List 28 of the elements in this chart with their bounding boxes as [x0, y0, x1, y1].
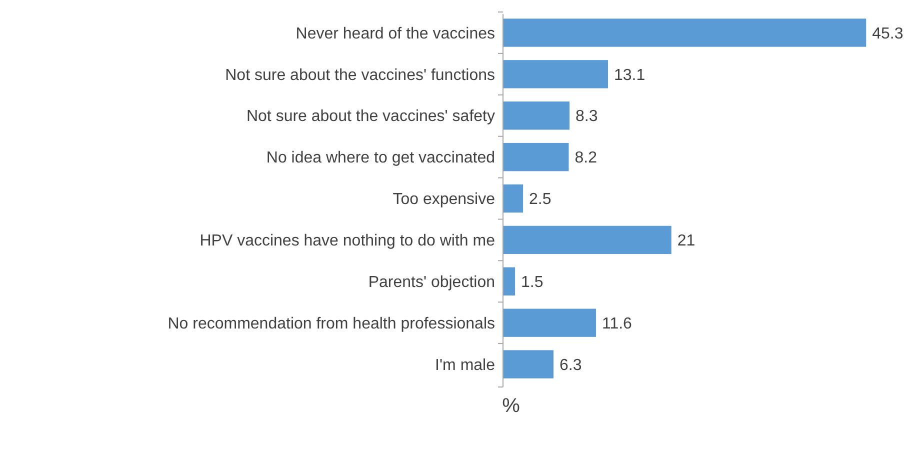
- y-tick-label: Parents' objection: [368, 274, 495, 291]
- bar: [503, 18, 866, 47]
- y-tick-label: Never heard of the vaccines: [296, 25, 495, 42]
- data-label: 11.6: [602, 315, 632, 332]
- data-label: 45.3: [872, 25, 904, 42]
- bar: [503, 308, 596, 337]
- y-tick-label: No idea where to get vaccinated: [266, 150, 495, 167]
- data-label: 8.3: [576, 108, 598, 126]
- bar: [503, 226, 672, 254]
- data-label: 8.2: [574, 150, 598, 167]
- bar: [503, 267, 516, 296]
- y-tick-label: I'm male: [435, 356, 496, 374]
- bar: [503, 184, 524, 213]
- y-tick-label: Not sure about the vaccines' safety: [246, 108, 495, 126]
- y-tick-label: HPV vaccines have nothing to do with me: [200, 232, 496, 250]
- bar: [503, 102, 570, 130]
- data-label: 6.3: [560, 356, 582, 374]
- x-axis-title: %: [502, 395, 520, 417]
- y-tick-label: Not sure about the vaccines' functions: [225, 66, 495, 84]
- bar: [503, 60, 608, 88]
- data-label: 13.1: [614, 66, 646, 84]
- data-label: 21: [677, 232, 696, 250]
- y-tick-label: Too expensive: [392, 191, 496, 208]
- data-label: 2.5: [529, 191, 552, 208]
- bar: [503, 142, 569, 172]
- data-label: 1.5: [521, 274, 544, 291]
- y-tick-label: No recommendation from health professionals: [168, 315, 495, 332]
- bar: [503, 350, 554, 378]
